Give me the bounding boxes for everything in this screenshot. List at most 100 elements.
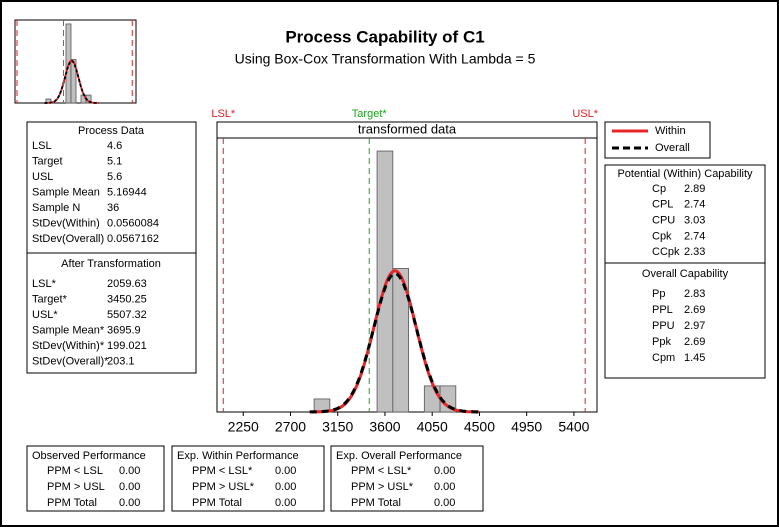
row-value: 2059.63: [107, 278, 147, 290]
row-value: 5.6: [107, 171, 122, 183]
row-value: 2.74: [684, 230, 705, 242]
row-label: StDev(Overall)*: [32, 355, 109, 367]
spec-label: LSL*: [211, 108, 236, 120]
row-label: LSL: [32, 140, 52, 152]
row-label: StDev(Within): [32, 217, 100, 229]
section-title: Observed Performance: [32, 450, 146, 462]
fit-curve: [44, 60, 99, 104]
spec-label: Target*: [352, 108, 388, 120]
row-label: PPM < LSL: [47, 465, 103, 477]
row-label: PPL: [652, 304, 673, 316]
legend-label: Overall: [655, 142, 690, 154]
section-title: Potential (Within) Capability: [617, 168, 753, 180]
section-title: Overall Capability: [642, 268, 729, 280]
row-label: CPU: [652, 215, 675, 227]
row-value: 0.0567162: [107, 233, 159, 245]
plot-area: [216, 121, 598, 413]
row-value: 5.1: [107, 155, 122, 167]
bar: [70, 59, 77, 104]
row-value: 5507.32: [107, 309, 147, 321]
row-value: 2.69: [684, 304, 705, 316]
row-label: USL*: [32, 309, 58, 321]
x-tick-label: 3150: [322, 419, 353, 435]
chart-subtitle: Using Box-Cox Transformation With Lambda…: [235, 51, 536, 67]
process-data-box: [26, 121, 197, 374]
row-label: PPM > USL: [47, 481, 105, 493]
chart-title: Process Capability of C1: [285, 27, 484, 46]
row-value: 36: [107, 202, 119, 214]
row-label: Cpm: [652, 352, 675, 364]
bar: [376, 150, 394, 413]
row-value: 0.00: [434, 481, 455, 493]
row-value: 0.00: [275, 481, 296, 493]
performance-box: [330, 445, 484, 512]
x-tick-label: 4950: [511, 419, 542, 435]
row-value: 2.83: [684, 288, 705, 300]
row-value: 0.00: [434, 465, 455, 477]
row-label: Sample Mean: [32, 186, 100, 198]
row-value: 2.74: [684, 199, 705, 211]
row-value: 2.89: [684, 183, 705, 195]
row-value: 2.69: [684, 336, 705, 348]
x-tick-label: 4050: [417, 419, 448, 435]
row-label: Ppk: [652, 336, 671, 348]
x-tick-label: 3600: [369, 419, 400, 435]
section-title: Exp. Overall Performance: [336, 450, 462, 462]
row-label: PPU: [652, 320, 675, 332]
fit-curve: [309, 272, 481, 414]
row-label: PPM Total: [47, 497, 97, 509]
bar: [392, 268, 409, 413]
row-label: PPM Total: [192, 497, 242, 509]
row-value: 0.00: [275, 497, 296, 509]
row-label: PPM > USL*: [351, 481, 414, 493]
spec-label: USL*: [572, 108, 598, 120]
section-title: Process Data: [78, 125, 145, 137]
row-value: 4.6: [107, 140, 122, 152]
bar: [423, 385, 441, 413]
row-value: 2.97: [684, 320, 705, 332]
x-tick-label: 5400: [558, 419, 589, 435]
row-value: 0.00: [275, 465, 296, 477]
row-value: 199.021: [107, 340, 147, 352]
row-label: Sample Mean*: [32, 324, 105, 336]
performance-box: [26, 445, 165, 512]
row-label: USL: [32, 171, 53, 183]
row-label: PPM > USL*: [192, 481, 255, 493]
row-value: 0.00: [119, 481, 140, 493]
row-value: 1.45: [684, 352, 705, 364]
row-label: StDev(Overall): [32, 233, 104, 245]
row-label: Pp: [652, 288, 665, 300]
x-tick-label: 2700: [275, 419, 306, 435]
row-label: Cpk: [652, 230, 672, 242]
row-value: 0.00: [434, 497, 455, 509]
row-label: Target: [32, 155, 63, 167]
x-tick-label: 2250: [228, 419, 259, 435]
legend: [604, 121, 711, 159]
row-label: Cp: [652, 183, 666, 195]
row-label: CPL: [652, 199, 673, 211]
legend-label: Within: [655, 125, 686, 137]
row-value: 2.33: [684, 246, 705, 258]
row-value: 0.00: [119, 497, 140, 509]
panel-title: transformed data: [358, 121, 457, 136]
section-title: Exp. Within Performance: [177, 450, 299, 462]
section-title: After Transformation: [61, 258, 161, 270]
row-label: LSL*: [32, 278, 57, 290]
row-value: 0.00: [119, 465, 140, 477]
row-label: PPM Total: [351, 497, 401, 509]
performance-box: [171, 445, 325, 512]
row-value: 3.03: [684, 215, 705, 227]
row-value: 203.1: [107, 355, 135, 367]
row-label: PPM < LSL*: [351, 465, 412, 477]
row-label: Target*: [32, 293, 68, 305]
row-value: 5.16944: [107, 186, 147, 198]
row-value: 3450.25: [107, 293, 147, 305]
x-tick-label: 4500: [464, 419, 495, 435]
row-value: 3695.9: [107, 324, 141, 336]
row-label: CCpk: [652, 246, 680, 258]
row-value: 0.0560084: [107, 217, 159, 229]
capability-box: [604, 164, 766, 379]
row-label: PPM < LSL*: [192, 465, 253, 477]
row-label: Sample N: [32, 202, 80, 214]
